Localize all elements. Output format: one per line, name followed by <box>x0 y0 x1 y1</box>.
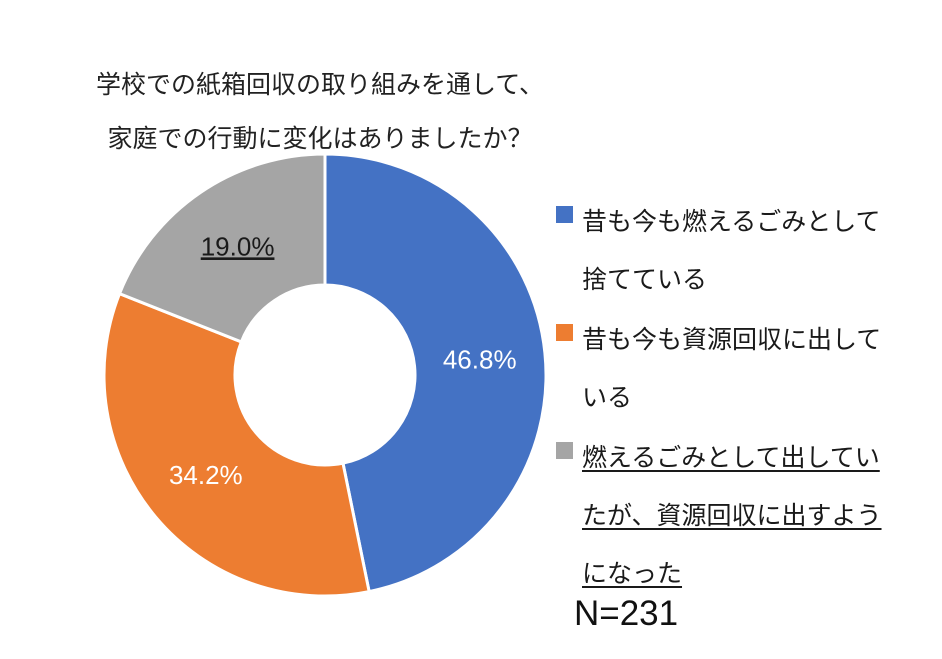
legend-item-2: 昔も今も資源回収に出している <box>556 311 916 427</box>
donut-slice-1 <box>323 152 548 594</box>
slice-label-1: 46.8% <box>443 344 517 374</box>
donut-slice-2 <box>102 291 371 598</box>
slice-label-2: 34.2% <box>169 460 243 490</box>
legend-swatch-3 <box>556 442 573 459</box>
sample-size-label: N=231 <box>574 594 679 633</box>
chart-title: 学校での紙箱回収の取り組みを通して、 家庭での行動に変化はありましたか？ <box>40 58 600 166</box>
legend-swatch-2 <box>556 324 573 341</box>
legend-swatch-1 <box>556 206 573 223</box>
legend-item-1: 昔も今も燃えるごみとして捨てている <box>556 193 916 309</box>
donut-slice-3 <box>117 152 327 344</box>
legend-item-3: 燃えるごみとして出していたが、資源回収に出すようになった <box>556 429 916 603</box>
legend-label-2: 昔も今も資源回収に出している <box>582 325 882 412</box>
legend-label-1: 昔も今も燃えるごみとして捨てている <box>582 207 881 294</box>
chart-title-line-1: 学校での紙箱回収の取り組みを通して、 <box>95 70 544 99</box>
slice-label-3: 19.0% <box>201 231 275 261</box>
chart-title-line-2: 家庭での行動に変化はありましたか？ <box>107 124 533 153</box>
legend-label-3: 燃えるごみとして出していたが、資源回収に出すようになった <box>582 443 882 588</box>
